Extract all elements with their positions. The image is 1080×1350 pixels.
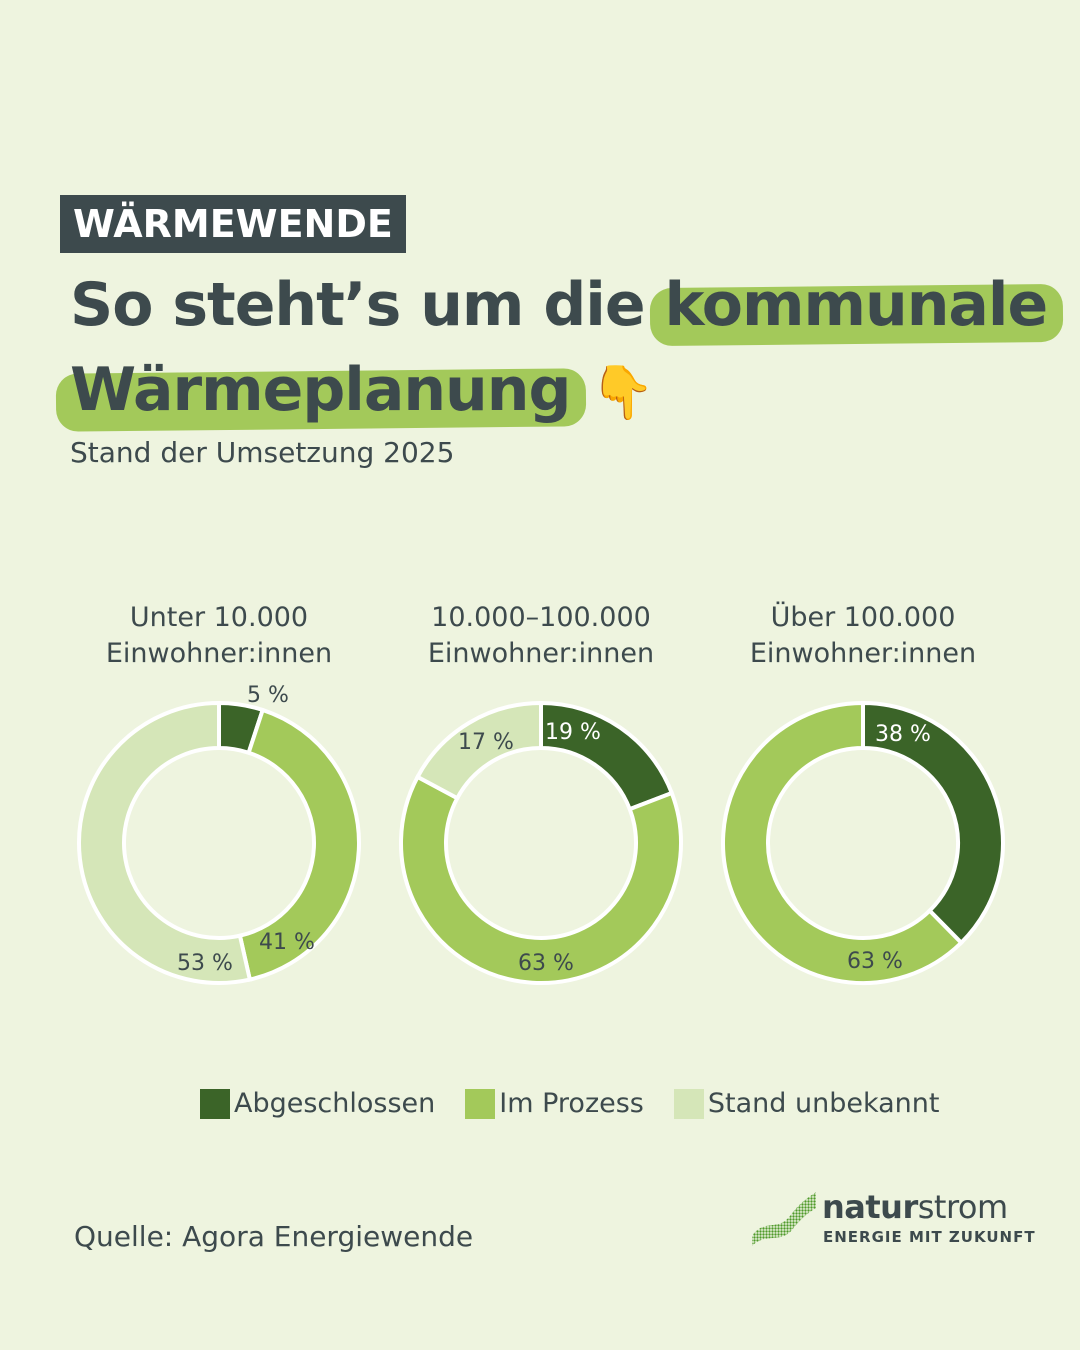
data-label: 53 %: [177, 951, 233, 976]
legend-item-abgeschlossen: Abgeschlossen: [200, 1088, 435, 1119]
title-highlight: Wärmeplanung: [70, 355, 571, 425]
pointing-down-icon: 👇: [590, 363, 655, 423]
chart-title-line: Einwohner:innen: [427, 638, 655, 669]
logo-wordmark: naturstrom: [822, 1188, 1008, 1226]
chart-title-line: Unter 10.000: [129, 602, 309, 633]
legend-label: Stand unbekannt: [707, 1088, 940, 1119]
donut-segment-abgeschlossen: [539, 700, 675, 812]
data-label: 63 %: [518, 951, 574, 976]
chart-title-line: Einwohner:innen: [105, 638, 333, 669]
chart-title-3: Über 100.000 Einwohner:innen: [703, 600, 1023, 672]
logo-tagline: ENERGIE MIT ZUKUNFT: [823, 1228, 1036, 1246]
chart-title-line: Einwohner:innen: [749, 638, 977, 669]
donut-segment-stand-unbekannt: [77, 700, 253, 985]
data-label: 38 %: [875, 722, 931, 747]
donut-segment-im-prozess: [399, 774, 683, 985]
data-label: 17 %: [458, 730, 514, 755]
data-label: 5 %: [247, 683, 289, 708]
donut-segment-abgeschlossen: [861, 700, 1005, 946]
title-line-1: So steht’s um die kommunale: [70, 270, 1048, 340]
donut-segment-im-prozess: [237, 707, 361, 982]
legend-label: Im Prozess: [499, 1088, 644, 1119]
data-label: 63 %: [847, 949, 903, 974]
chart-title-1: Unter 10.000 Einwohner:innen: [59, 600, 379, 672]
legend-swatch: [200, 1088, 230, 1119]
chart-title-line: 10.000–100.000: [431, 602, 651, 633]
legend-swatch: [465, 1088, 496, 1119]
subtitle: Stand der Umsetzung 2025: [70, 436, 455, 469]
title-highlight: kommunale: [664, 270, 1048, 340]
source-note: Quelle: Agora Energiewende: [74, 1220, 474, 1253]
legend-swatch: [673, 1088, 704, 1119]
chart-title-line: Über 100.000: [770, 602, 956, 633]
logo-wave-icon: [752, 1192, 816, 1246]
donut-segment-stand-unbekannt: [414, 700, 543, 801]
naturstrom-logo: naturstrom ENERGIE MIT ZUKUNFT: [750, 1188, 1035, 1252]
title-part: So steht’s um die: [70, 270, 646, 340]
data-label: 41 %: [259, 930, 315, 955]
data-label: 19 %: [545, 720, 601, 745]
legend-item-unbekannt: Stand unbekannt: [673, 1088, 940, 1119]
legend-item-im-prozess: Im Prozess: [465, 1088, 644, 1119]
legend: Abgeschlossen Im Prozess Stand unbekannt: [200, 1088, 939, 1119]
category-tag: WÄRMEWENDE: [60, 195, 406, 253]
title-line-2: Wärmeplanung 👇: [70, 355, 655, 425]
donut-segment-im-prozess: [721, 700, 965, 985]
chart-title-2: 10.000–100.000 Einwohner:innen: [381, 600, 701, 672]
legend-label: Abgeschlossen: [234, 1088, 436, 1119]
